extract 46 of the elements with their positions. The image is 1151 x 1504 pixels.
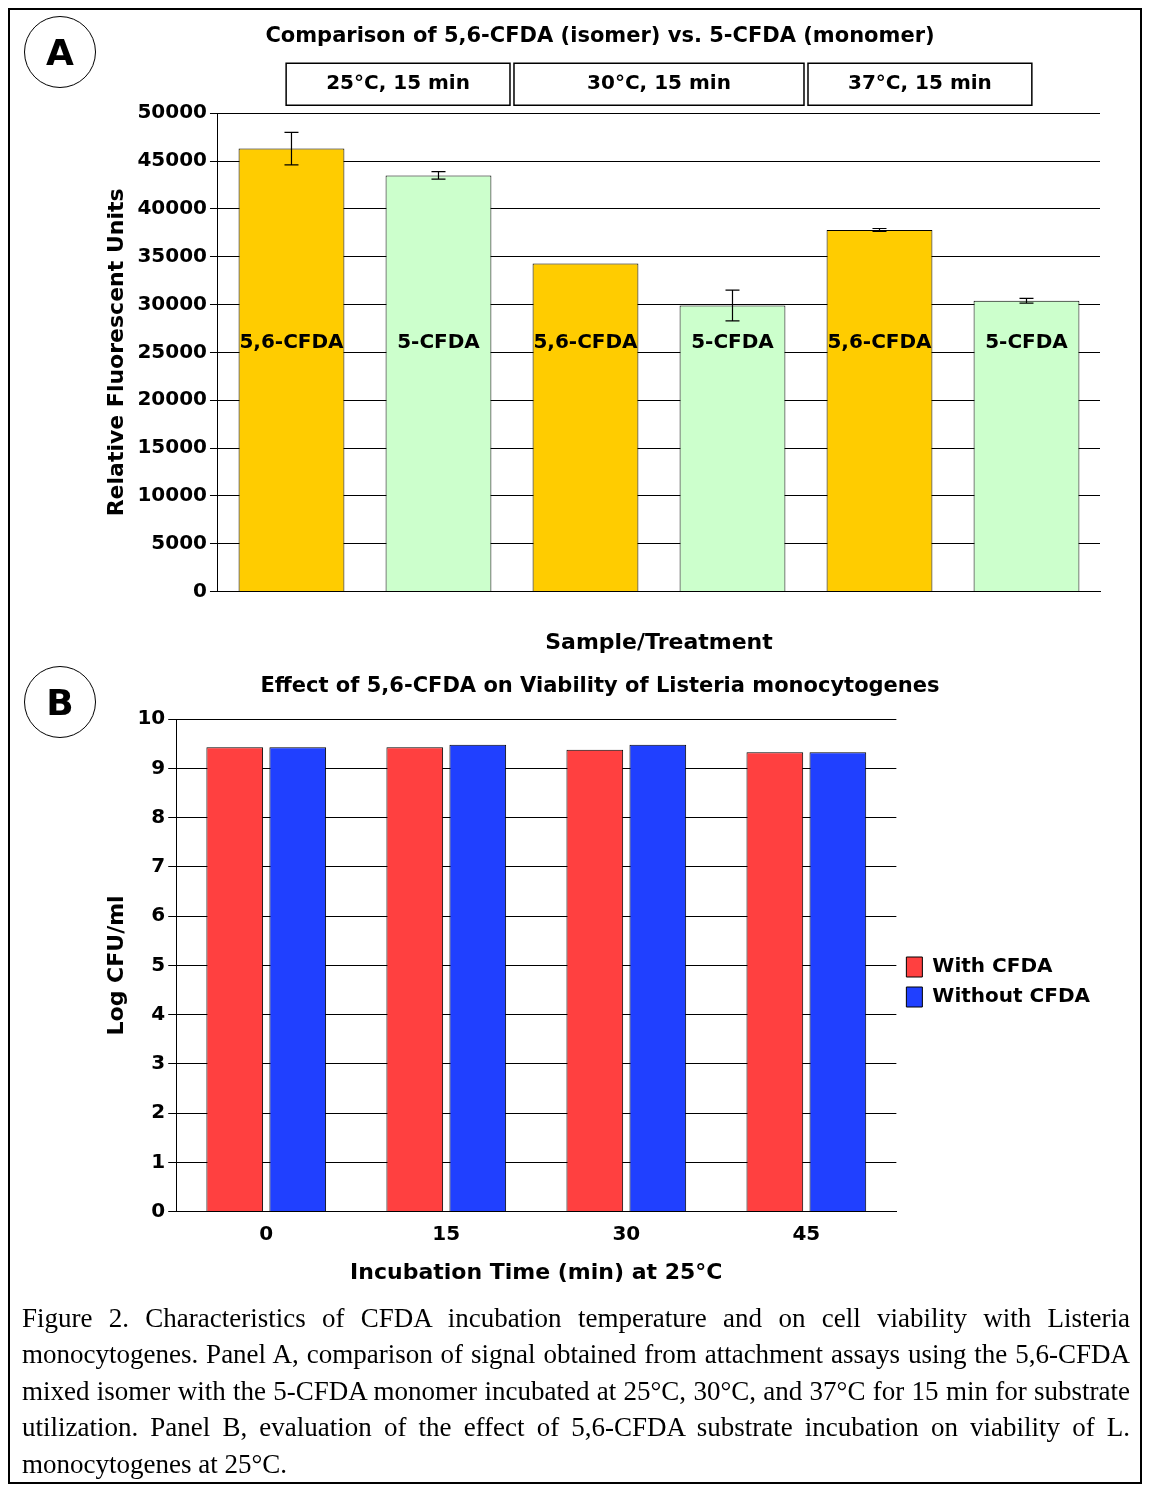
y-axis-title: Relative Fluorescent Units [102, 188, 128, 517]
text: 30°C, 15 min [587, 70, 731, 95]
chart-title: Effect of 5,6-CFDA on Viability of Listeria monocytogenes [260, 673, 940, 698]
y-tick-label: 5000 [151, 529, 207, 554]
y-tick-label: 9 [151, 754, 166, 779]
y-tick-label: 0 [151, 1197, 166, 1222]
y-tick-label: 40000 [137, 195, 207, 220]
y-tick-label: 10000 [137, 482, 207, 507]
y-tick-label: 6 [151, 902, 166, 927]
category-label: 5-CFDA [985, 329, 1068, 354]
y-tick-label: 1 [151, 1148, 166, 1173]
y-tick-label: 15000 [137, 434, 207, 459]
y-tick-label: 30000 [137, 290, 207, 315]
x-tick-label: 15 [432, 1220, 461, 1245]
y-axis-title: Log CFU/ml [102, 895, 128, 1036]
category-label: 5,6-CFDA [239, 329, 344, 354]
category-label: 5-CFDA [691, 329, 774, 354]
y-tick-label: 35000 [137, 242, 207, 267]
legend-label: With CFDA [932, 953, 1053, 978]
text: 37°C, 15 min [848, 70, 992, 95]
y-tick-label: 3 [151, 1050, 166, 1075]
x-tick-label: 45 [792, 1220, 821, 1245]
y-tick-label: 8 [151, 803, 166, 828]
y-tick-label: 50000 [137, 99, 207, 124]
text: B [24, 666, 96, 738]
y-tick-label: 10 [137, 705, 166, 730]
text: A [24, 16, 96, 88]
y-tick-label: 7 [151, 853, 166, 878]
legend-label: Without CFDA [932, 983, 1091, 1008]
y-tick-label: 45000 [137, 147, 207, 172]
category-label: 5-CFDA [397, 329, 480, 354]
y-tick-label: 25000 [137, 338, 207, 363]
y-tick-label: 4 [151, 1000, 166, 1025]
category-label: 5,6-CFDA [827, 329, 932, 354]
y-tick-label: 0 [193, 577, 207, 602]
x-tick-label: 30 [612, 1220, 641, 1245]
x-axis-title: Sample/Treatment [545, 628, 774, 654]
y-tick-label: 2 [151, 1099, 166, 1124]
chart-title: Comparison of 5,6-CFDA (isomer) vs. 5-CFDA (monomer) [265, 23, 935, 48]
x-tick-label: 0 [259, 1220, 274, 1245]
y-tick-label: 5 [151, 951, 166, 976]
x-axis-title: Incubation Time (min) at 25°C [350, 1258, 723, 1284]
category-label: 5,6-CFDA [533, 329, 638, 354]
y-tick-label: 20000 [137, 386, 207, 411]
caption: Figure 2. Characteristics of CFDA incubation temperature and on cell viability with Listeria monocytogenes. Panel A, comparison of signal obtained from attachment assays using the 5,6-CFDA mixed isomer with the 5-CFDA monomer incubated at 25°C, 30°C, and 37°C for 15 min for substrate utilization. Panel B, evaluation of the effect of 5,6-CFDA substrate incubation on viability of L. monocytogenes at 25°C. [21, 1302, 1131, 1481]
text: 25°C, 15 min [326, 70, 470, 95]
